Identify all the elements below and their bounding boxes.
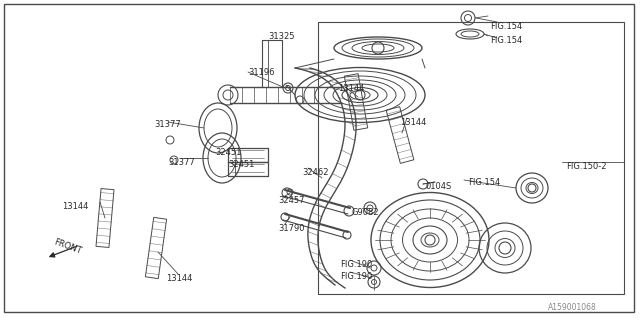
Text: 32462: 32462	[302, 168, 328, 177]
Text: 31790: 31790	[278, 224, 305, 233]
Text: FIG.150-2: FIG.150-2	[566, 162, 607, 171]
Text: 13144: 13144	[62, 202, 88, 211]
Text: 32451: 32451	[228, 160, 254, 169]
Text: FIG.154: FIG.154	[490, 36, 522, 45]
Text: FIG.154: FIG.154	[468, 178, 500, 187]
Text: 31377: 31377	[168, 158, 195, 167]
Text: 13144: 13144	[338, 84, 364, 93]
Text: 31196: 31196	[248, 68, 275, 77]
Text: 31377: 31377	[154, 120, 180, 129]
Text: 31325: 31325	[268, 32, 294, 41]
Text: FIG.190: FIG.190	[340, 272, 372, 281]
Text: 32451: 32451	[215, 148, 241, 157]
Text: 32457: 32457	[278, 196, 305, 205]
Bar	[318, 22, 624, 294]
Text: FIG.190: FIG.190	[340, 260, 372, 269]
Text: 0104S: 0104S	[425, 182, 451, 191]
Text: FRONT: FRONT	[52, 238, 82, 256]
Text: 13144: 13144	[166, 274, 193, 283]
Text: A159001068: A159001068	[548, 303, 596, 312]
Text: FIG.154: FIG.154	[490, 22, 522, 31]
Text: G9082: G9082	[352, 208, 380, 217]
Text: 13144: 13144	[400, 118, 426, 127]
